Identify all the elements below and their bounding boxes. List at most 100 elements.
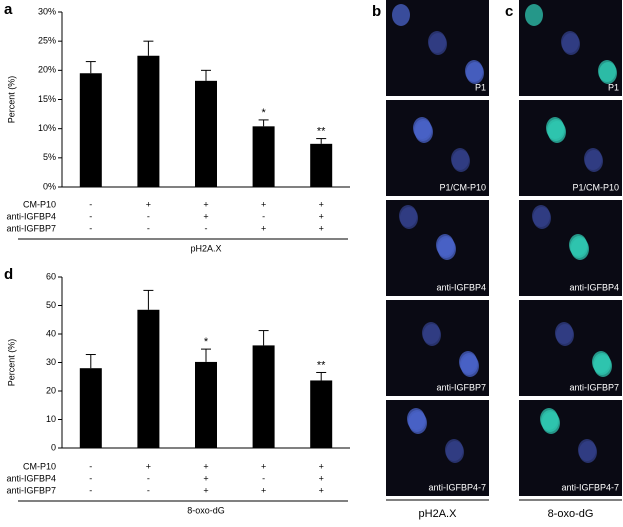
- treatment-sign: -: [89, 485, 92, 495]
- bar: [79, 368, 102, 448]
- treatment-sign: +: [261, 223, 266, 233]
- nucleus: [578, 439, 596, 461]
- micrograph-label: anti-IGFBP4-7: [428, 482, 486, 492]
- nucleus: [592, 351, 610, 373]
- nucleus: [392, 4, 410, 26]
- x-axis-label: 8-oxo-dG: [187, 505, 225, 515]
- treatment-name: anti-IGFBP7: [6, 485, 56, 495]
- y-tick-label: 20: [46, 385, 56, 395]
- bar: [195, 80, 217, 187]
- treatment-sign: -: [205, 223, 208, 233]
- bar: [310, 380, 333, 448]
- nucleus: [569, 234, 587, 256]
- bar: [195, 361, 217, 448]
- y-tick-label: 50: [46, 300, 56, 310]
- bar: [137, 309, 160, 448]
- y-axis-label: Percent (%): [6, 76, 16, 124]
- treatment-sign: -: [147, 223, 150, 233]
- treatment-name: anti-IGFBP4: [6, 473, 56, 483]
- y-tick-label: 5%: [43, 152, 56, 162]
- treatment-sign: +: [203, 461, 208, 471]
- treatment-sign: +: [203, 211, 208, 221]
- treatment-name: anti-IGFBP7: [6, 223, 56, 233]
- nucleus: [532, 205, 550, 227]
- y-tick-label: 30%: [38, 6, 56, 16]
- nucleus: [465, 60, 483, 82]
- treatment-sign: +: [319, 473, 324, 483]
- micrograph: [386, 100, 489, 196]
- bar: [252, 126, 275, 187]
- significance: *: [261, 107, 266, 119]
- treatment-sign: -: [89, 461, 92, 471]
- treatment-sign: +: [319, 485, 324, 495]
- micrograph: [519, 400, 622, 496]
- nucleus: [407, 408, 425, 430]
- treatment-sign: -: [147, 485, 150, 495]
- micrograph-label: anti-IGFBP7: [569, 382, 619, 392]
- y-tick-label: 20%: [38, 65, 56, 75]
- nucleus: [561, 31, 579, 53]
- nucleus: [445, 439, 463, 461]
- treatment-sign: -: [89, 223, 92, 233]
- y-tick-label: 15%: [38, 94, 56, 104]
- y-tick-label: 0: [51, 442, 56, 452]
- nucleus: [555, 322, 573, 344]
- treatment-sign: +: [146, 199, 151, 209]
- y-axis-label: Percent (%): [6, 339, 16, 387]
- treatment-name: anti-IGFBP4: [6, 211, 56, 221]
- nucleus: [459, 351, 477, 373]
- treatment-sign: -: [147, 211, 150, 221]
- micrograph-label: anti-IGFBP4-7: [561, 482, 619, 492]
- x-axis-label: pH2A.X: [190, 243, 221, 253]
- treatment-sign: +: [319, 223, 324, 233]
- panel-letter: c: [505, 3, 513, 20]
- column-caption: 8-oxo-dG: [548, 508, 594, 520]
- nucleus: [540, 408, 558, 430]
- treatment-sign: -: [262, 211, 265, 221]
- micrograph-label: P1: [475, 82, 486, 92]
- treatment-sign: -: [89, 199, 92, 209]
- treatment-sign: +: [319, 461, 324, 471]
- micrograph-label: P1/CM-P10: [572, 182, 619, 192]
- y-tick-label: 10%: [38, 123, 56, 133]
- treatment-sign: -: [262, 473, 265, 483]
- micrograph-label: P1: [608, 82, 619, 92]
- panel-letter: d: [4, 266, 13, 283]
- bar: [137, 55, 160, 187]
- nucleus: [584, 148, 602, 170]
- nucleus: [598, 60, 616, 82]
- y-tick-label: 40: [46, 328, 56, 338]
- micrograph-label: anti-IGFBP4: [569, 282, 619, 292]
- significance: **: [317, 359, 326, 371]
- bar: [310, 143, 333, 187]
- nucleus: [399, 205, 417, 227]
- treatment-sign: -: [89, 211, 92, 221]
- y-tick-label: 30: [46, 357, 56, 367]
- bar: [79, 73, 102, 187]
- y-tick-label: 0%: [43, 181, 56, 191]
- column-caption: pH2A.X: [419, 508, 458, 520]
- micrograph-label: anti-IGFBP4: [436, 282, 486, 292]
- micrograph: [386, 300, 489, 396]
- treatment-sign: -: [147, 473, 150, 483]
- nucleus: [546, 117, 564, 139]
- micrograph: [386, 400, 489, 496]
- micrograph: [519, 300, 622, 396]
- significance: **: [317, 125, 326, 137]
- significance: *: [204, 336, 209, 348]
- treatment-sign: +: [261, 461, 266, 471]
- micrograph-label: anti-IGFBP7: [436, 382, 486, 392]
- nucleus: [525, 4, 543, 26]
- nucleus: [428, 31, 446, 53]
- treatment-sign: +: [203, 473, 208, 483]
- micrograph: [519, 100, 622, 196]
- treatment-name: CM-P10: [23, 199, 56, 209]
- treatment-sign: +: [319, 211, 324, 221]
- treatment-name: CM-P10: [23, 461, 56, 471]
- treatment-sign: +: [261, 199, 266, 209]
- treatment-sign: +: [261, 485, 266, 495]
- treatment-sign: +: [203, 199, 208, 209]
- treatment-sign: -: [89, 473, 92, 483]
- bar: [252, 345, 275, 448]
